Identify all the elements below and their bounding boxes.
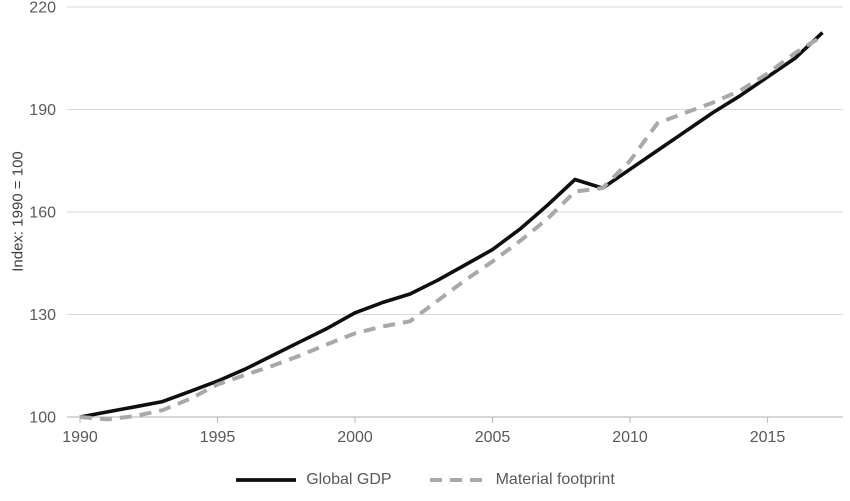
legend-label-material-footprint: Material footprint [495,471,615,488]
x-tick-label: 2010 [612,429,648,446]
global-gdp-line [79,31,824,419]
x-tick-label: 2000 [337,429,373,446]
legend-label-global-gdp: Global GDP [306,471,392,488]
y-tick-label: 190 [29,102,56,119]
material-footprint-line-swatch [429,478,487,482]
legend: Global GDP Material footprint [0,471,850,489]
legend-item-material-footprint: Material footprint [429,471,615,489]
global-gdp-line-swatch [236,478,297,482]
x-tick-label: 1995 [200,429,236,446]
material-footprint-line [79,34,824,422]
y-tick-label: 160 [29,205,56,222]
x-tick-label: 1990 [62,429,98,446]
y-tick-label: 220 [29,0,56,17]
x-tick-label: 2005 [475,429,511,446]
y-tick-label: 100 [29,410,56,427]
x-tick-label: 2015 [750,429,786,446]
legend-item-global-gdp: Global GDP [235,471,392,489]
y-tick-label: 130 [29,307,56,324]
